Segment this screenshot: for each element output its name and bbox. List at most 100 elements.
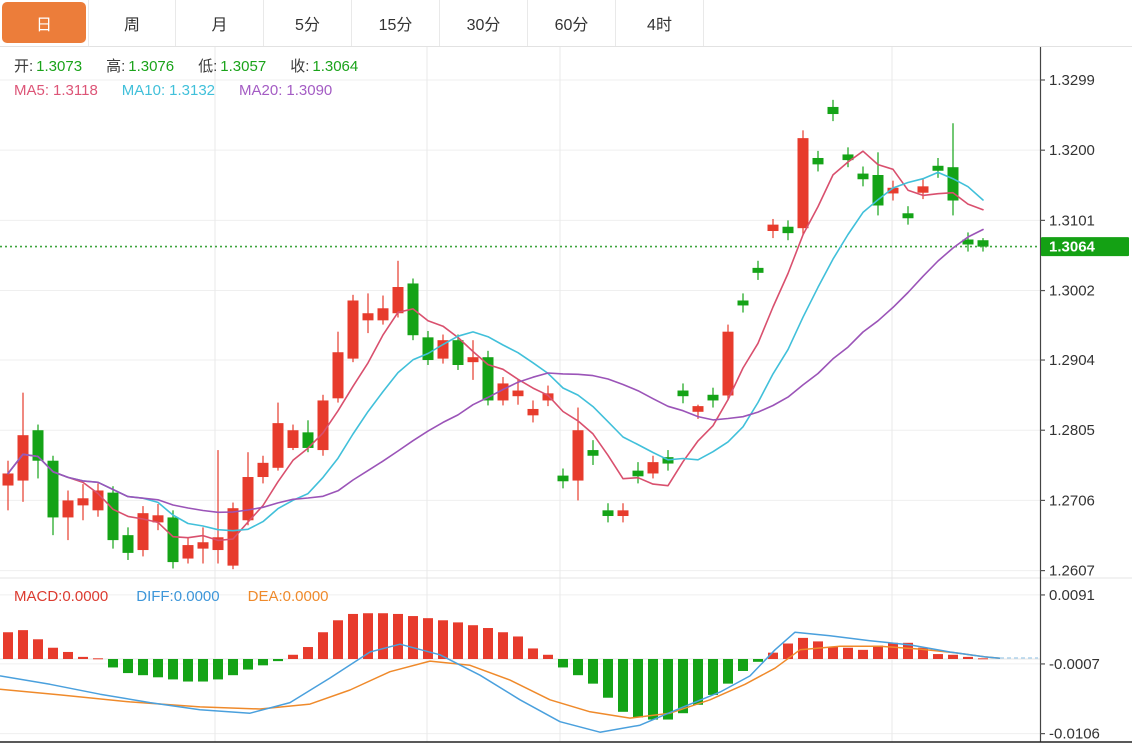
candle-down bbox=[962, 239, 974, 245]
macd-bar bbox=[528, 648, 538, 659]
candle-down bbox=[707, 394, 719, 401]
candle-down bbox=[842, 154, 854, 161]
macd-bar bbox=[438, 620, 448, 659]
price-tick-label: 1.2805 bbox=[1049, 422, 1095, 439]
macd-bar bbox=[738, 659, 748, 671]
macd-bar bbox=[933, 654, 943, 659]
ma5-label: MA5: bbox=[14, 82, 50, 99]
macd-bar bbox=[93, 658, 103, 660]
candle-up bbox=[377, 308, 389, 321]
tab-15分[interactable]: 15分 bbox=[352, 0, 440, 46]
macd-bar bbox=[828, 647, 838, 659]
ma10-label: MA10: bbox=[121, 82, 166, 99]
ma20-line bbox=[7, 228, 984, 514]
macd-bar bbox=[453, 622, 463, 659]
candle-up bbox=[647, 462, 659, 474]
candle-down bbox=[872, 175, 884, 206]
macd-bar bbox=[363, 613, 373, 659]
candle-down bbox=[752, 267, 764, 273]
candle-up bbox=[512, 390, 524, 397]
open-label: 开: bbox=[14, 58, 34, 75]
macd-bar bbox=[108, 659, 118, 668]
price-tick-label: 1.2706 bbox=[1049, 492, 1095, 509]
candle-down bbox=[677, 390, 689, 397]
open-pair: 开: 1.3073 bbox=[14, 58, 82, 75]
candle-down bbox=[47, 460, 59, 518]
candle-up bbox=[797, 138, 809, 229]
macd-bar bbox=[33, 639, 43, 659]
macd-bar bbox=[483, 628, 493, 659]
candle-up bbox=[227, 508, 239, 566]
candle-down bbox=[422, 337, 434, 361]
open-value: 1.3073 bbox=[36, 58, 83, 75]
macd-bar bbox=[258, 659, 268, 666]
current-price-badge bbox=[1041, 237, 1129, 257]
candle-up bbox=[887, 187, 899, 194]
high-pair: 高: 1.3076 bbox=[106, 58, 174, 75]
macd-bar bbox=[273, 659, 283, 662]
tab-日[interactable]: 日 bbox=[2, 2, 86, 43]
macd-bar bbox=[723, 659, 733, 684]
tab-4时[interactable]: 4时 bbox=[616, 0, 704, 46]
candle-down bbox=[632, 470, 644, 477]
candle-down bbox=[857, 173, 869, 180]
macd-bar bbox=[678, 659, 688, 714]
ma20-label: MA20: bbox=[239, 82, 283, 99]
candle-up bbox=[197, 542, 209, 549]
macd-bar bbox=[468, 625, 478, 659]
tab-30分[interactable]: 30分 bbox=[440, 0, 528, 46]
moving-average-layer bbox=[7, 150, 984, 542]
tab-5分[interactable]: 5分 bbox=[264, 0, 352, 46]
macd-bar bbox=[948, 654, 958, 659]
high-value: 1.3076 bbox=[128, 58, 175, 75]
candle-down bbox=[602, 510, 614, 517]
diff-value-pair: DIFF:0.0000 bbox=[136, 588, 219, 605]
macd-bar bbox=[303, 647, 313, 659]
macd-bar bbox=[123, 659, 133, 674]
tab-60分[interactable]: 60分 bbox=[528, 0, 616, 46]
macd-bar bbox=[48, 647, 58, 659]
dea-label: DEA: bbox=[247, 588, 283, 605]
candle-down bbox=[932, 165, 944, 171]
low-label: 低: bbox=[198, 58, 218, 75]
dea-value-pair: DEA:0.0000 bbox=[248, 588, 329, 605]
macd-bar bbox=[693, 659, 703, 705]
macd-bar bbox=[243, 659, 253, 670]
macd-bar bbox=[513, 636, 523, 659]
macd-bar bbox=[813, 641, 823, 659]
candle-down bbox=[167, 517, 179, 563]
tab-月[interactable]: 月 bbox=[176, 0, 264, 46]
diff-value: 0.0000 bbox=[173, 588, 220, 605]
ma10-line bbox=[7, 171, 984, 532]
candlestick-layer bbox=[0, 99, 1040, 570]
macd-bar bbox=[153, 659, 163, 678]
candle-down bbox=[302, 432, 314, 448]
candle-up bbox=[767, 224, 779, 232]
candle-down bbox=[587, 450, 599, 456]
candle-up bbox=[467, 357, 479, 363]
dea-value: 0.0000 bbox=[282, 588, 329, 605]
candle-up bbox=[722, 331, 734, 396]
macd-bar bbox=[753, 659, 763, 662]
ma10-legend: MA10: 1.3132 bbox=[122, 82, 215, 99]
candle-up bbox=[362, 313, 374, 321]
candle-up bbox=[917, 186, 929, 193]
ma20-value: 1.3090 bbox=[286, 82, 333, 99]
price-tick-label: 1.3299 bbox=[1049, 72, 1095, 89]
close-value: 1.3064 bbox=[312, 58, 359, 75]
macd-bar bbox=[138, 659, 148, 676]
ohlc-legend: 开: 1.3073 高: 1.3076 低: 1.3057 收: 1.3064 bbox=[14, 55, 382, 76]
candle-up bbox=[497, 383, 509, 401]
ma10-value: 1.3132 bbox=[169, 82, 216, 99]
macd-label: MACD: bbox=[14, 588, 63, 605]
macd-bar bbox=[918, 647, 928, 659]
tab-周[interactable]: 周 bbox=[88, 0, 176, 46]
candle-up bbox=[92, 490, 104, 511]
macd-value-pair: MACD:0.0000 bbox=[14, 588, 108, 605]
macd-bar bbox=[228, 659, 238, 676]
candle-up bbox=[62, 500, 74, 518]
candle-up bbox=[182, 545, 194, 559]
macd-bar bbox=[183, 659, 193, 682]
